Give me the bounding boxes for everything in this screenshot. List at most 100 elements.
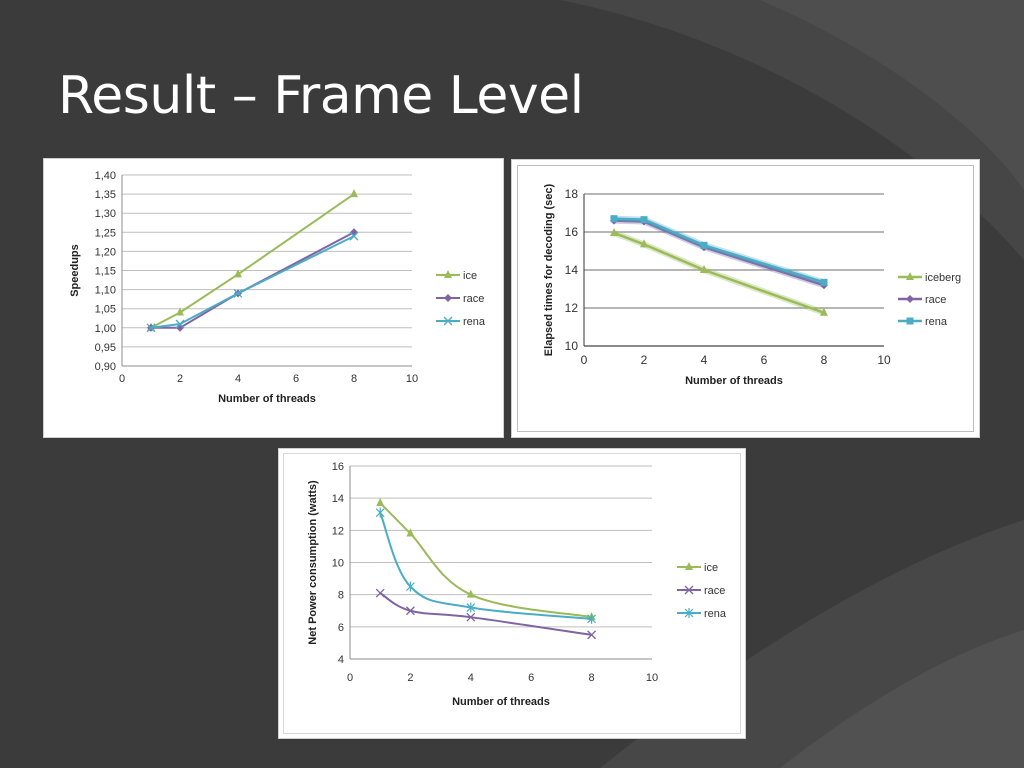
legend-marker xyxy=(906,272,914,280)
data-point xyxy=(375,507,385,518)
x-tick-label: 6 xyxy=(528,672,534,684)
data-point xyxy=(375,588,385,598)
x-axis-title: Number of threads xyxy=(452,696,550,708)
data-point xyxy=(175,319,185,329)
y-tick-label: 10 xyxy=(332,558,344,570)
y-tick-label: 1,30 xyxy=(95,208,116,220)
y-axis-title: Net Power consumption (watts) xyxy=(307,480,319,645)
y-tick-label: 12 xyxy=(332,525,344,537)
y-tick-label: 1,40 xyxy=(95,170,116,182)
series-race xyxy=(147,228,358,332)
data-point xyxy=(700,265,708,273)
data-point xyxy=(466,612,476,622)
y-tick-label: 4 xyxy=(338,654,344,666)
data-point xyxy=(610,227,618,236)
y-tick-label: 6 xyxy=(338,622,344,634)
legend-marker xyxy=(906,317,914,325)
legend-marker xyxy=(906,295,914,303)
data-point xyxy=(234,269,242,278)
data-point xyxy=(587,630,597,640)
legend-item-race: race xyxy=(677,585,725,597)
data-point xyxy=(640,239,648,248)
x-axis-title: Number of threads xyxy=(218,393,316,405)
y-tick-label: 12 xyxy=(565,301,579,315)
series-rena xyxy=(146,231,359,333)
x-tick-label: 2 xyxy=(407,672,413,684)
series-line xyxy=(150,235,355,329)
data-point xyxy=(405,581,415,592)
y-tick-label: 1,35 xyxy=(95,189,116,201)
power-chart-panel: 4 6 8 10 12 14 16 0 2 4 6 8 10 Number of threads Net P… xyxy=(278,448,746,739)
x-tick-label: 2 xyxy=(641,353,648,367)
series-ice xyxy=(376,497,596,621)
series-line xyxy=(379,501,593,619)
data-point xyxy=(610,215,618,223)
y-tick-label: 14 xyxy=(565,263,579,277)
legend-item-ice: ice xyxy=(677,562,718,574)
legend-marker xyxy=(444,294,452,302)
power-chart: 4 6 8 10 12 14 16 0 2 4 6 8 10 Number of threads Net P… xyxy=(307,461,727,708)
data-point xyxy=(350,189,358,198)
x-tick-label: 6 xyxy=(293,373,299,385)
legend-item-race: race xyxy=(436,293,484,305)
legend-item-race: race xyxy=(898,294,946,306)
x-tick-label: 4 xyxy=(468,672,474,684)
legend-label: rena xyxy=(463,316,486,328)
legend-label: race xyxy=(925,294,946,306)
data-point xyxy=(233,288,243,298)
x-tick-label: 10 xyxy=(406,373,418,385)
speedup-chart-panel: 0,90 0,95 1,00 1,05 1,10 1,15 1,20 1,25 1,30 1,35… xyxy=(43,158,504,438)
data-point xyxy=(466,589,475,598)
legend-item-iceberg: iceberg xyxy=(898,272,961,284)
x-tick-label: 0 xyxy=(347,672,353,684)
data-point xyxy=(349,231,359,241)
series-line xyxy=(150,231,355,329)
series-rena xyxy=(610,215,828,286)
legend-item-rena: rena xyxy=(898,316,948,328)
y-tick-label: 16 xyxy=(332,461,344,473)
x-tick-label: 8 xyxy=(821,353,828,367)
legend-label: rena xyxy=(704,608,727,620)
y-tick-label: 1,20 xyxy=(95,246,116,258)
legend-label: race xyxy=(463,293,484,305)
x-tick-label: 10 xyxy=(646,672,658,684)
legend-label: race xyxy=(704,585,725,597)
data-point xyxy=(820,307,828,316)
series-line xyxy=(612,217,826,284)
legend-item-rena: rena xyxy=(677,608,727,620)
y-tick-label: 8 xyxy=(338,590,344,602)
y-tick-label: 1,25 xyxy=(95,227,116,239)
data-point xyxy=(350,228,358,237)
data-point xyxy=(700,241,708,249)
series-line xyxy=(612,219,826,287)
slide-title: Result – Frame Level xyxy=(58,66,584,126)
speedup-chart: 0,90 0,95 1,00 1,05 1,10 1,15 1,20 1,25 1,30 1,35… xyxy=(69,170,486,405)
x-tick-label: 0 xyxy=(581,353,588,367)
data-point xyxy=(176,323,184,332)
y-tick-label: 0,95 xyxy=(95,342,116,354)
series-line xyxy=(379,511,593,620)
x-tick-label: 2 xyxy=(177,373,183,385)
legend-label: ice xyxy=(463,270,477,282)
data-point xyxy=(406,528,415,537)
y-tick-label: 1,15 xyxy=(95,266,116,278)
legend-item-rena: rena xyxy=(436,316,486,328)
data-point xyxy=(405,606,415,616)
data-point xyxy=(146,323,156,333)
y-tick-label: 1,10 xyxy=(95,285,116,297)
y-tick-label: 0,90 xyxy=(95,361,116,373)
x-tick-label: 8 xyxy=(589,672,595,684)
x-tick-label: 8 xyxy=(351,373,357,385)
series-iceberg xyxy=(610,227,828,316)
legend-label: iceberg xyxy=(925,272,961,284)
x-tick-label: 4 xyxy=(235,373,241,385)
x-tick-label: 4 xyxy=(701,353,708,367)
y-axis-title: Elapsed times for decoding (sec) xyxy=(543,183,555,356)
legend-marker xyxy=(685,562,693,570)
legend-marker xyxy=(443,316,453,326)
y-tick-label: 18 xyxy=(565,187,579,201)
y-tick-label: 1,00 xyxy=(95,323,116,335)
x-axis-title: Number of threads xyxy=(685,375,783,387)
series-line xyxy=(379,592,593,636)
legend-marker xyxy=(684,585,694,595)
